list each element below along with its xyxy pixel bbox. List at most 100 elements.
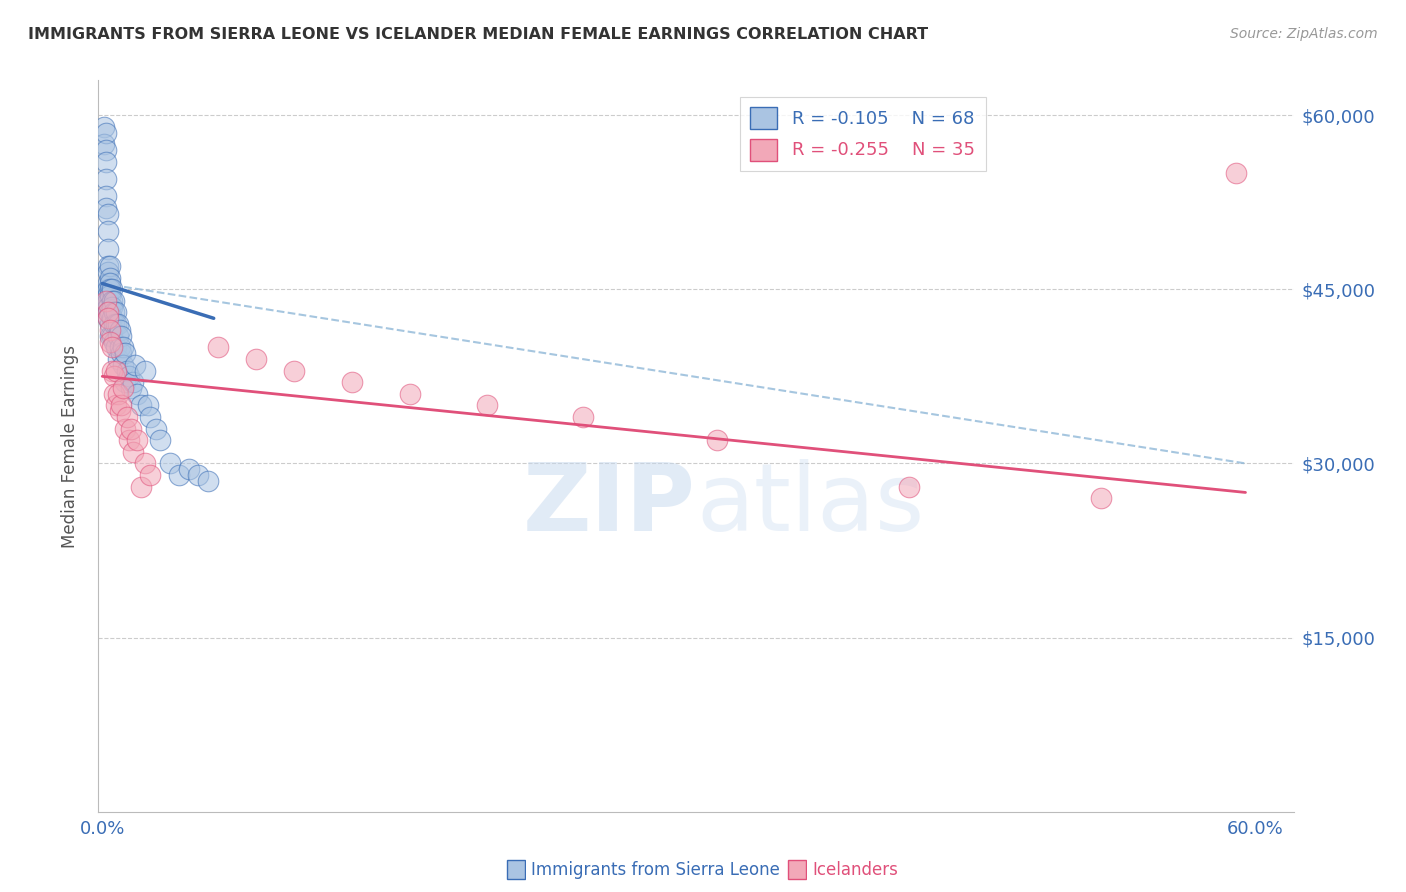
Text: ZIP: ZIP [523, 458, 696, 550]
Bar [789, 861, 806, 879]
Point [107, 328, 129, 343]
Point [139, 468, 162, 483]
Text: Immigrants from Sierra Leone: Immigrants from Sierra Leone [531, 861, 780, 879]
Point [93, 120, 115, 134]
Point [115, 363, 138, 377]
Point [108, 340, 131, 354]
Point [114, 375, 136, 389]
Point [98, 259, 121, 273]
Point [114, 346, 136, 360]
Point [207, 340, 229, 354]
Point [97, 242, 120, 256]
Point [108, 323, 131, 337]
Point [110, 398, 132, 412]
Point [283, 363, 305, 377]
Point [97, 224, 120, 238]
Point [114, 421, 136, 435]
Point [475, 398, 498, 412]
Point [149, 433, 172, 447]
Point [103, 293, 125, 308]
Point [340, 375, 363, 389]
Point [107, 386, 129, 401]
Point [103, 386, 125, 401]
Text: IMMIGRANTS FROM SIERRA LEONE VS ICELANDER MEDIAN FEMALE EARNINGS CORRELATION CHA: IMMIGRANTS FROM SIERRA LEONE VS ICELANDE… [28, 27, 928, 42]
Point [94, 172, 117, 186]
Point [98, 317, 121, 331]
Point [97, 305, 120, 319]
Point [124, 358, 146, 372]
Point [104, 305, 127, 319]
Point [94, 126, 117, 140]
Text: Source: ZipAtlas.com: Source: ZipAtlas.com [1230, 27, 1378, 41]
Point [94, 143, 117, 157]
Point [177, 462, 200, 476]
Point [94, 154, 117, 169]
Point [101, 328, 124, 343]
Point [118, 369, 141, 384]
Point [98, 270, 121, 285]
Legend: R = -0.105    N = 68, R = -0.255    N = 35: R = -0.105 N = 68, R = -0.255 N = 35 [740, 96, 986, 171]
Bar [508, 861, 524, 879]
Point [107, 351, 129, 366]
Point [112, 358, 135, 372]
Point [101, 282, 124, 296]
Point [97, 300, 120, 314]
Point [98, 277, 121, 291]
Point [120, 421, 142, 435]
Point [93, 137, 115, 152]
Point [104, 317, 127, 331]
Point [115, 409, 138, 424]
Point [167, 468, 190, 483]
Point [103, 369, 125, 384]
Point [104, 363, 127, 377]
Point [98, 282, 121, 296]
Point [125, 433, 148, 447]
Point [112, 381, 135, 395]
Point [97, 311, 120, 326]
Point [134, 363, 156, 377]
Point [107, 317, 129, 331]
Y-axis label: Median Female Earnings: Median Female Earnings [60, 344, 79, 548]
Point [97, 305, 120, 319]
Point [101, 363, 124, 377]
Point [159, 457, 181, 471]
Point [898, 480, 921, 494]
Point [94, 293, 117, 308]
Point [94, 189, 117, 203]
Point [125, 386, 148, 401]
Point [145, 421, 167, 435]
Point [101, 311, 124, 326]
Point [120, 381, 142, 395]
Point [245, 351, 267, 366]
Point [103, 305, 125, 319]
Point [138, 398, 160, 412]
Point [187, 468, 209, 483]
Point [101, 300, 124, 314]
Point [139, 409, 162, 424]
Point [97, 288, 120, 302]
Point [110, 346, 132, 360]
Point [97, 282, 120, 296]
Point [98, 328, 121, 343]
Point [118, 433, 141, 447]
Text: atlas: atlas [696, 458, 924, 550]
Point [110, 328, 132, 343]
Point [122, 445, 145, 459]
Point [98, 323, 121, 337]
Point [122, 375, 145, 389]
Point [571, 409, 593, 424]
Point [134, 457, 156, 471]
Point [398, 386, 420, 401]
Point [97, 311, 120, 326]
Point [129, 480, 152, 494]
Point [98, 288, 121, 302]
Point [94, 201, 117, 215]
Point [97, 293, 120, 308]
Point [129, 398, 152, 412]
Point [97, 259, 120, 273]
Text: Icelanders: Icelanders [813, 861, 898, 879]
Point [104, 340, 127, 354]
Point [97, 277, 120, 291]
Point [197, 474, 219, 488]
Point [103, 334, 125, 349]
